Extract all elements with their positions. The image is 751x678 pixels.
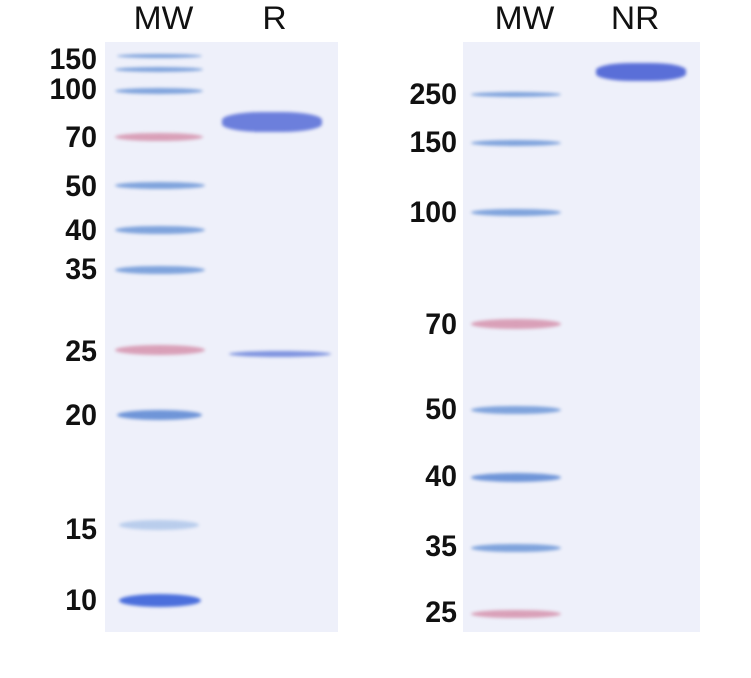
marker-label: 20: [65, 399, 97, 432]
marker-band: [471, 544, 561, 552]
lane-label-nr: NR: [610, 0, 660, 36]
marker-label: 100: [409, 196, 457, 229]
marker-band: [115, 182, 205, 189]
marker-band: [117, 410, 202, 420]
lane-label-r: R: [262, 0, 287, 36]
marker-label: 25: [65, 335, 97, 368]
marker-label: 35: [65, 253, 97, 286]
marker-label: 25: [425, 596, 457, 629]
gel-non-reducing: [463, 42, 700, 632]
marker-band: [115, 345, 205, 355]
marker-band: [117, 54, 202, 58]
marker-band: [471, 92, 561, 97]
marker-label: 40: [425, 460, 457, 493]
gel-reducing: [105, 42, 338, 632]
sample-band-70kda: [222, 112, 322, 132]
lane-label-mw: MW: [133, 0, 194, 36]
marker-band: [471, 610, 561, 618]
marker-band: [119, 594, 201, 607]
marker-band: [471, 473, 561, 482]
marker-band: [115, 226, 205, 234]
sample-band-nr: [596, 63, 686, 81]
marker-label: 250: [409, 78, 457, 111]
marker-label: 15: [65, 513, 97, 546]
marker-band: [471, 319, 561, 329]
marker-band: [115, 266, 205, 274]
marker-label: 50: [425, 393, 457, 426]
marker-label: 150: [409, 126, 457, 159]
marker-band: [115, 67, 203, 72]
marker-label: 150: [49, 43, 97, 76]
marker-label: 35: [425, 530, 457, 563]
marker-band: [471, 140, 561, 146]
marker-band: [471, 406, 561, 414]
marker-label: 10: [65, 584, 97, 617]
marker-label: 40: [65, 214, 97, 247]
marker-label: 70: [65, 121, 97, 154]
marker-band: [471, 209, 561, 216]
marker-band: [119, 520, 199, 530]
marker-band: [115, 133, 203, 141]
lane-label-mw: MW: [494, 0, 555, 36]
marker-label: 50: [65, 170, 97, 203]
sample-band-25kda: [229, 351, 331, 357]
marker-band: [115, 88, 203, 94]
marker-label: 100: [49, 73, 97, 106]
marker-label: 70: [425, 308, 457, 341]
